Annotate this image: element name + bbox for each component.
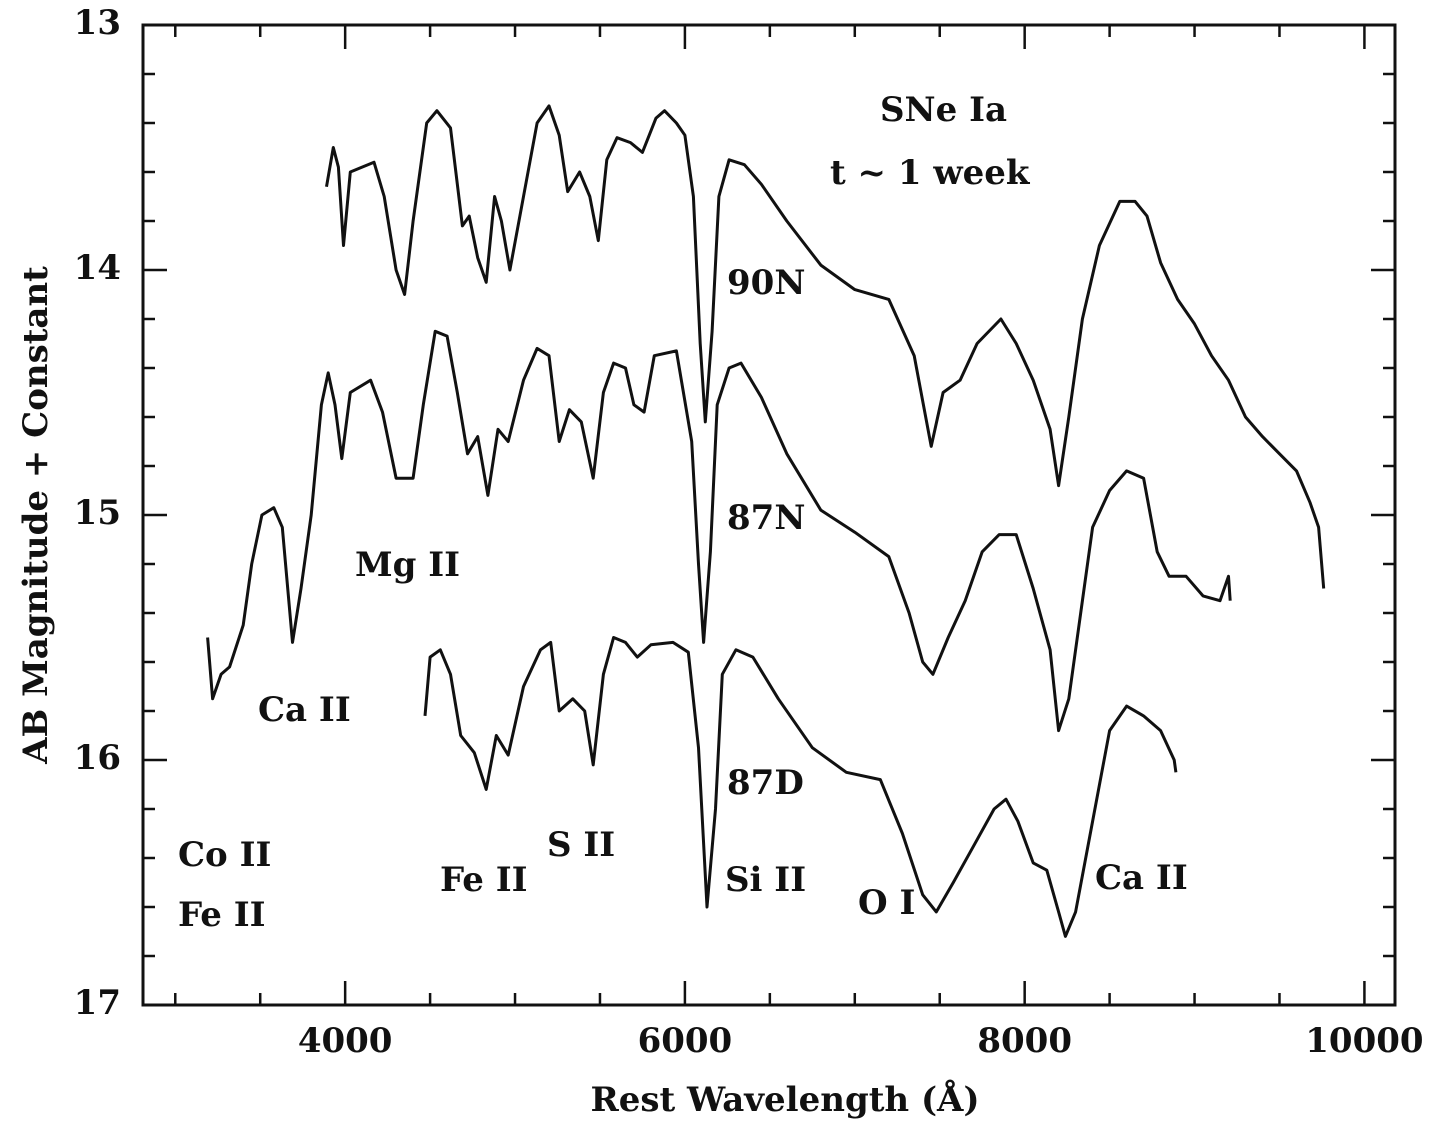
annotation: SNe Ia bbox=[880, 90, 1007, 130]
x-axis-label: Rest Wavelength (Å) bbox=[590, 1079, 979, 1120]
x-tick-label: 6000 bbox=[638, 1021, 733, 1061]
annotation: Ca II bbox=[258, 690, 351, 730]
spectrum-line bbox=[423, 636, 1178, 938]
series-label: 87D bbox=[727, 763, 804, 803]
x-tick-label: 4000 bbox=[298, 1021, 393, 1061]
series-label: 87N bbox=[727, 498, 805, 538]
annotation: O I bbox=[858, 883, 915, 923]
x-tick-label: 8000 bbox=[977, 1021, 1072, 1061]
y-tick-label: 15 bbox=[74, 493, 121, 533]
annotation: Ca II bbox=[1095, 858, 1188, 898]
annotation: Si II bbox=[725, 860, 806, 900]
y-tick-label: 13 bbox=[74, 3, 121, 43]
annotation: Mg II bbox=[355, 545, 460, 585]
y-tick-label: 16 bbox=[74, 738, 121, 778]
annotation: t ~ 1 week bbox=[830, 153, 1031, 193]
y-axis-label: AB Magnitude + Constant bbox=[16, 266, 56, 765]
spectrum-line bbox=[325, 104, 1326, 589]
annotation: Fe II bbox=[440, 860, 528, 900]
annotation: Fe II bbox=[178, 895, 266, 935]
annotation: S II bbox=[547, 825, 615, 865]
annotation: Co II bbox=[178, 835, 271, 875]
x-tick-label: 10000 bbox=[1305, 1021, 1423, 1061]
y-tick-label: 17 bbox=[74, 983, 121, 1023]
series-label: 90N bbox=[727, 263, 805, 303]
y-tick-label: 14 bbox=[74, 248, 121, 288]
spectrum-line bbox=[206, 329, 1232, 733]
